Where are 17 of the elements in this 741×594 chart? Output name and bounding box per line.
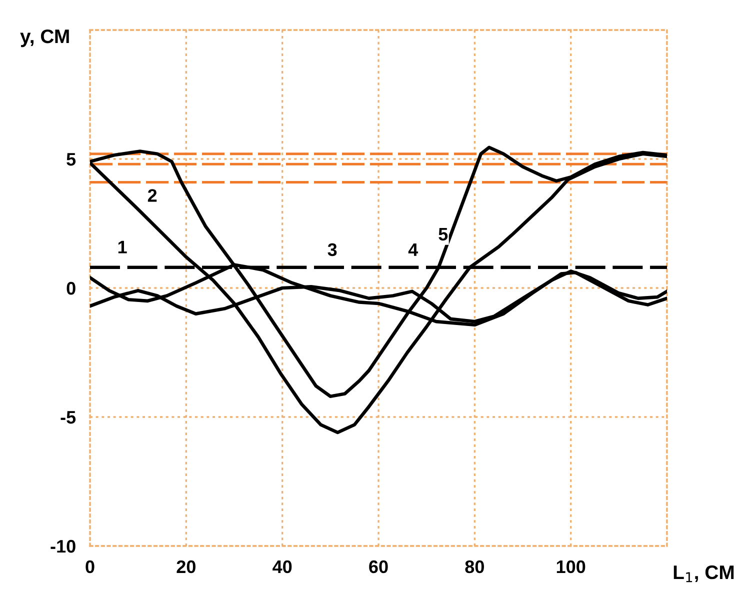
x-tick-label: 80 bbox=[465, 560, 484, 574]
annotation: 4 bbox=[408, 243, 418, 256]
y-tick-label: 5 bbox=[66, 153, 76, 166]
x-tick-label: 20 bbox=[176, 560, 196, 574]
annotation: 1 bbox=[118, 240, 127, 254]
annotation: 2 bbox=[148, 189, 157, 202]
x-tick-label: 40 bbox=[272, 560, 292, 574]
y-axis-title: y, СМ bbox=[20, 29, 69, 48]
x-tick-label: 60 bbox=[369, 560, 388, 574]
x-tick-label: 100 bbox=[556, 560, 586, 574]
x-axis-title: L$_{1}$, СМ bbox=[674, 565, 734, 582]
y-tick-label: -5 bbox=[60, 411, 76, 424]
y-tick-label: 0 bbox=[66, 282, 76, 295]
annotation: 5 bbox=[438, 228, 448, 241]
annotation: 3 bbox=[328, 243, 337, 256]
x-tick-label: 0 bbox=[86, 560, 94, 574]
y-tick-label: -10 bbox=[50, 540, 76, 553]
